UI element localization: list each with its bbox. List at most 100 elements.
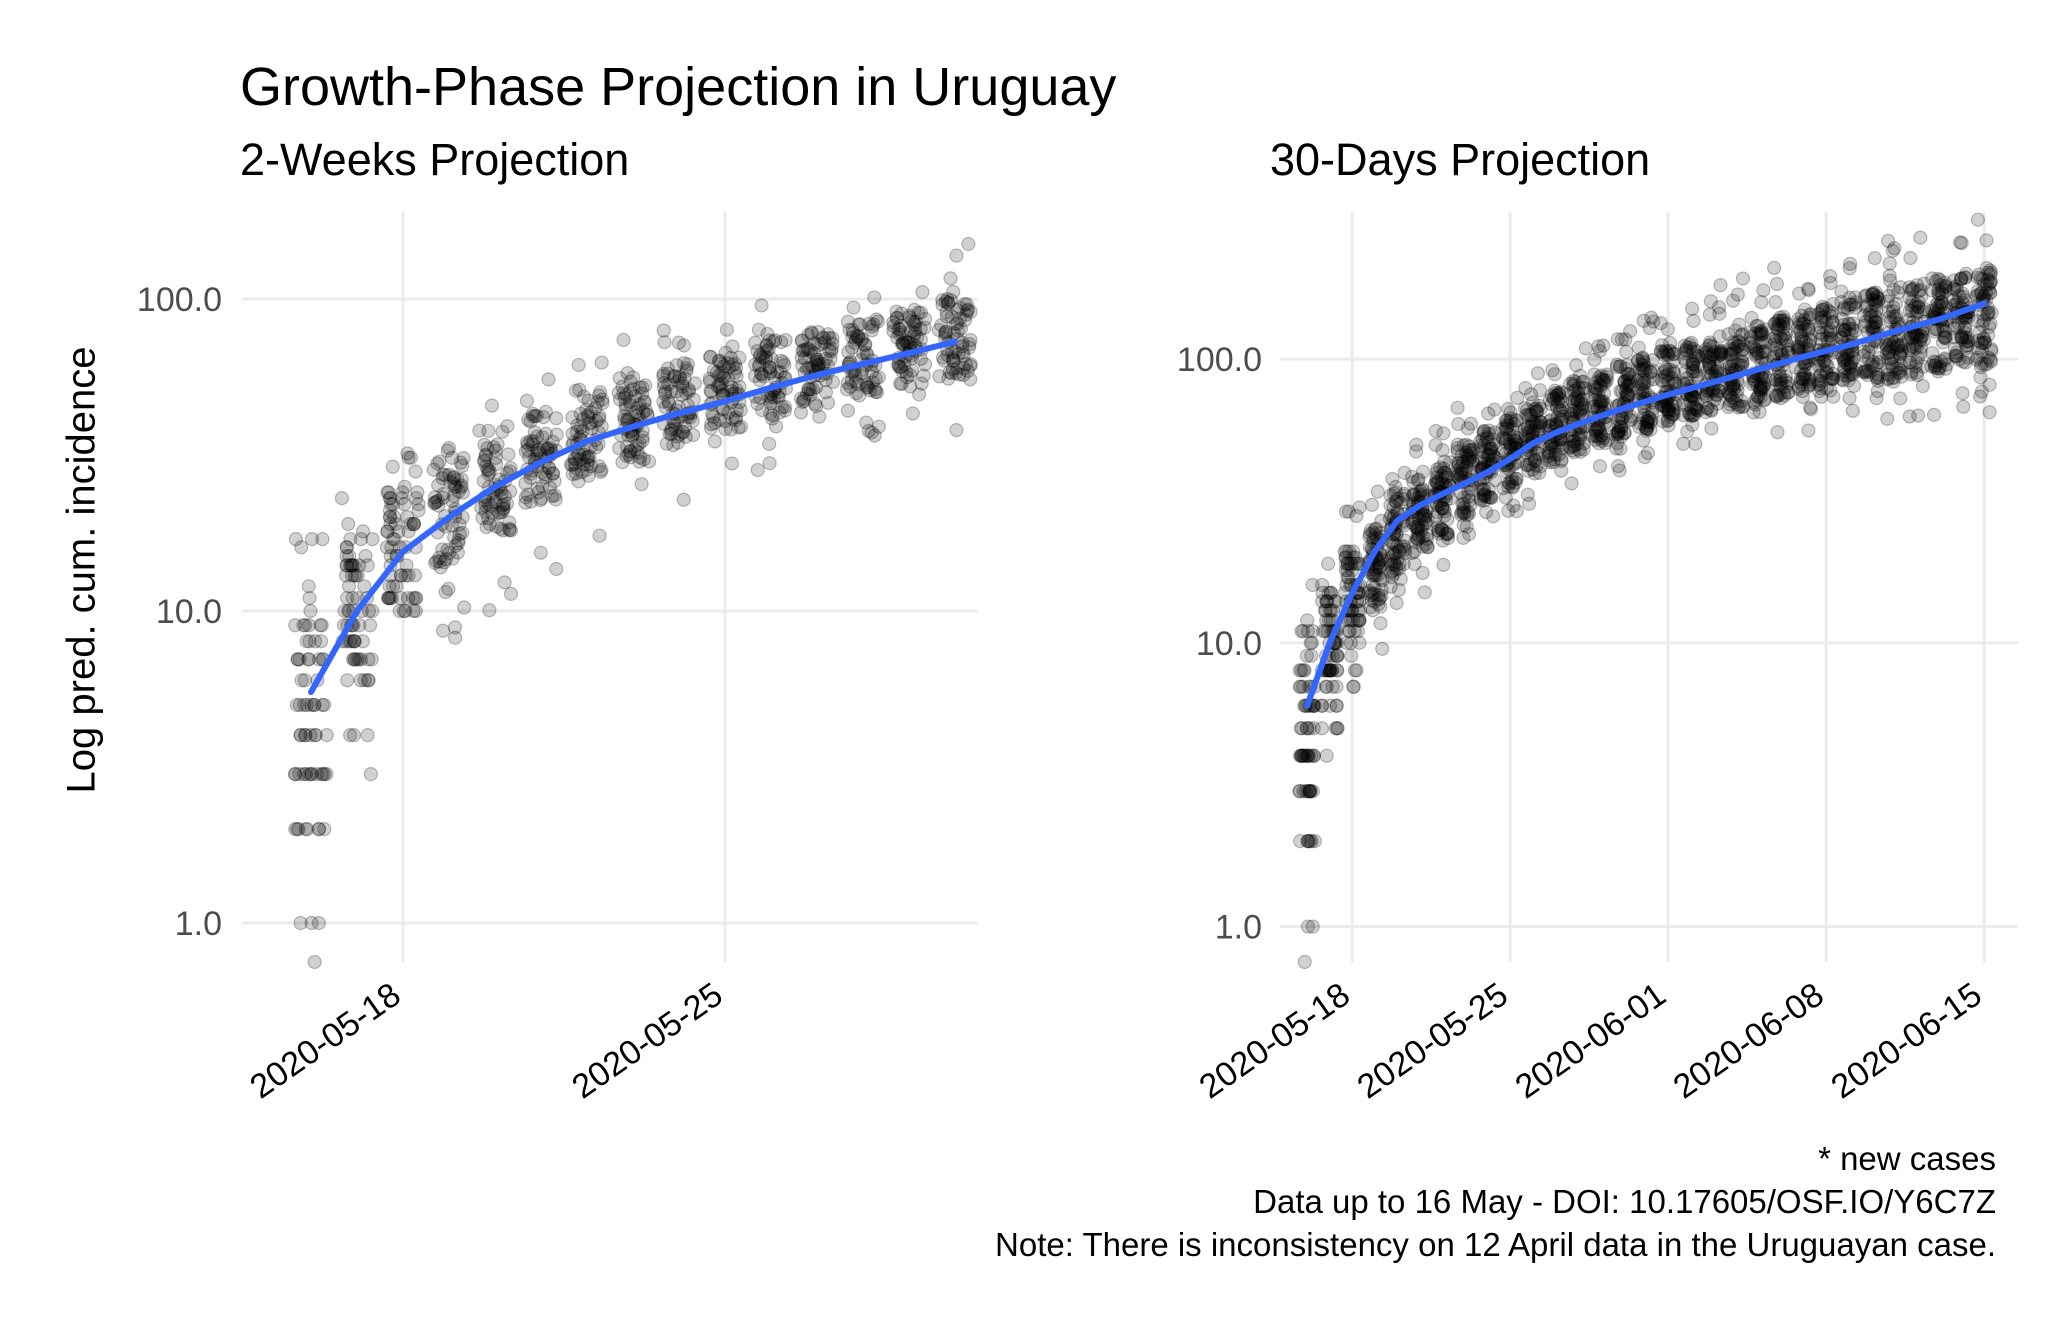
data-point: [637, 394, 652, 409]
data-point: [627, 442, 642, 457]
data-point: [290, 821, 305, 837]
data-point: [616, 332, 631, 348]
data-point: [527, 408, 543, 424]
data-point: [344, 558, 360, 573]
data-point: [441, 440, 457, 456]
data-point: [1640, 414, 1655, 429]
data-point: [579, 462, 594, 477]
data-point: [660, 366, 675, 381]
data-point: [1870, 383, 1885, 399]
data-point: [382, 491, 398, 506]
x-tick-label: 2020-05-18: [1193, 975, 1357, 1106]
data-point: [396, 603, 411, 619]
data-point: [702, 374, 718, 389]
data-point: [1846, 297, 1862, 312]
data-point: [840, 375, 855, 391]
data-point: [748, 357, 763, 372]
data-point: [454, 472, 469, 487]
data-point: [313, 618, 328, 633]
data-point: [438, 584, 453, 600]
data-point: [347, 634, 362, 649]
data-point: [852, 388, 867, 403]
data-point: [712, 412, 727, 427]
data-point: [1349, 663, 1364, 678]
data-point: [388, 516, 403, 532]
data-point: [894, 325, 909, 340]
data-point: [712, 380, 727, 395]
data-point: [1703, 294, 1718, 309]
data-point: [530, 429, 545, 444]
data-point: [503, 484, 518, 499]
data-point: [1958, 338, 1974, 353]
data-point: [687, 376, 703, 391]
data-point: [619, 448, 634, 463]
data-point: [1501, 401, 1516, 417]
data-point: [1911, 299, 1926, 314]
data-point: [455, 525, 470, 541]
data-point: [521, 437, 536, 452]
data-point: [427, 496, 442, 511]
data-point: [529, 446, 545, 461]
data-point: [733, 403, 748, 418]
data-point: [478, 498, 493, 513]
data-point: [411, 503, 426, 518]
data-point: [620, 366, 635, 381]
data-point: [864, 425, 879, 440]
data-point: [548, 492, 563, 507]
data-point: [704, 384, 719, 399]
data-point: [908, 314, 923, 329]
data-point: [488, 443, 503, 458]
data-point: [800, 386, 815, 401]
data-point: [476, 454, 492, 469]
data-point: [676, 338, 692, 353]
data-point: [315, 697, 330, 713]
data-point: [340, 673, 355, 688]
data-point: [311, 821, 327, 837]
data-point: [1902, 409, 1917, 424]
y-tick-label: 10.0: [1196, 625, 1262, 663]
data-point: [751, 322, 767, 337]
data-point: [496, 497, 512, 512]
data-point: [1542, 392, 1557, 407]
data-point: [385, 579, 401, 594]
data-point: [304, 915, 319, 931]
data-point: [503, 461, 518, 476]
data-point: [865, 319, 880, 334]
data-point: [628, 389, 643, 404]
data-point: [1554, 453, 1569, 469]
data-point: [1323, 698, 1338, 713]
data-point: [729, 403, 744, 418]
data-point: [1613, 441, 1628, 456]
data-point: [1415, 464, 1431, 479]
data-point: [290, 652, 305, 667]
data-point: [478, 504, 493, 519]
data-point: [1767, 260, 1782, 275]
data-point: [1678, 342, 1693, 358]
data-point: [839, 382, 855, 397]
data-point: [523, 470, 538, 485]
data-point: [529, 408, 544, 423]
data-point: [523, 433, 538, 449]
data-point: [1957, 320, 1972, 335]
data-point: [865, 375, 880, 390]
data-point: [861, 316, 877, 331]
data-point: [456, 450, 471, 466]
data-point: [573, 420, 588, 435]
data-point: [447, 530, 462, 545]
data-point: [1704, 403, 1719, 418]
data-point: [1527, 454, 1543, 469]
data-point: [842, 322, 857, 337]
data-point: [862, 383, 878, 398]
data-point: [527, 425, 542, 440]
caption-data-source: Data up to 16 May - DOI: 10.17605/OSF.IO…: [1253, 1183, 1996, 1220]
data-point: [711, 354, 727, 369]
data-point: [808, 399, 824, 414]
data-point: [304, 767, 319, 782]
data-point: [448, 479, 464, 495]
data-point: [1768, 294, 1783, 310]
data-point: [495, 424, 510, 439]
data-point: [408, 590, 423, 606]
data-point: [1770, 425, 1785, 440]
data-point: [667, 368, 682, 384]
data-point: [346, 558, 362, 573]
